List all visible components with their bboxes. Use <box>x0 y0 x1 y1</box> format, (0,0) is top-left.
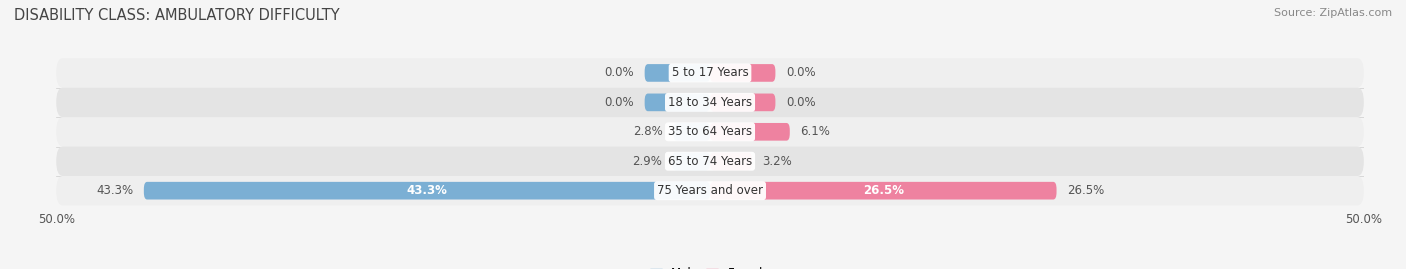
Text: 0.0%: 0.0% <box>605 96 634 109</box>
Text: 2.9%: 2.9% <box>631 155 662 168</box>
Text: 0.0%: 0.0% <box>786 66 815 79</box>
Text: Source: ZipAtlas.com: Source: ZipAtlas.com <box>1274 8 1392 18</box>
FancyBboxPatch shape <box>143 182 710 200</box>
Text: 65 to 74 Years: 65 to 74 Years <box>668 155 752 168</box>
Text: 26.5%: 26.5% <box>1067 184 1104 197</box>
FancyBboxPatch shape <box>56 176 1364 206</box>
Text: 18 to 34 Years: 18 to 34 Years <box>668 96 752 109</box>
Text: 0.0%: 0.0% <box>605 66 634 79</box>
FancyBboxPatch shape <box>56 58 1364 88</box>
FancyBboxPatch shape <box>673 123 710 141</box>
FancyBboxPatch shape <box>710 182 1056 200</box>
FancyBboxPatch shape <box>710 123 790 141</box>
Text: 75 Years and over: 75 Years and over <box>657 184 763 197</box>
FancyBboxPatch shape <box>56 147 1364 176</box>
Text: 26.5%: 26.5% <box>863 184 904 197</box>
Text: 43.3%: 43.3% <box>96 184 134 197</box>
FancyBboxPatch shape <box>710 153 752 170</box>
Text: 2.8%: 2.8% <box>633 125 664 138</box>
FancyBboxPatch shape <box>644 94 710 111</box>
Text: 6.1%: 6.1% <box>800 125 830 138</box>
FancyBboxPatch shape <box>672 153 710 170</box>
Legend: Male, Female: Male, Female <box>645 263 775 269</box>
FancyBboxPatch shape <box>56 88 1364 117</box>
Text: 3.2%: 3.2% <box>762 155 792 168</box>
Text: 43.3%: 43.3% <box>406 184 447 197</box>
FancyBboxPatch shape <box>710 64 776 82</box>
FancyBboxPatch shape <box>710 94 776 111</box>
Text: DISABILITY CLASS: AMBULATORY DIFFICULTY: DISABILITY CLASS: AMBULATORY DIFFICULTY <box>14 8 340 23</box>
FancyBboxPatch shape <box>644 64 710 82</box>
Text: 5 to 17 Years: 5 to 17 Years <box>672 66 748 79</box>
FancyBboxPatch shape <box>56 117 1364 147</box>
Text: 0.0%: 0.0% <box>786 96 815 109</box>
Text: 35 to 64 Years: 35 to 64 Years <box>668 125 752 138</box>
